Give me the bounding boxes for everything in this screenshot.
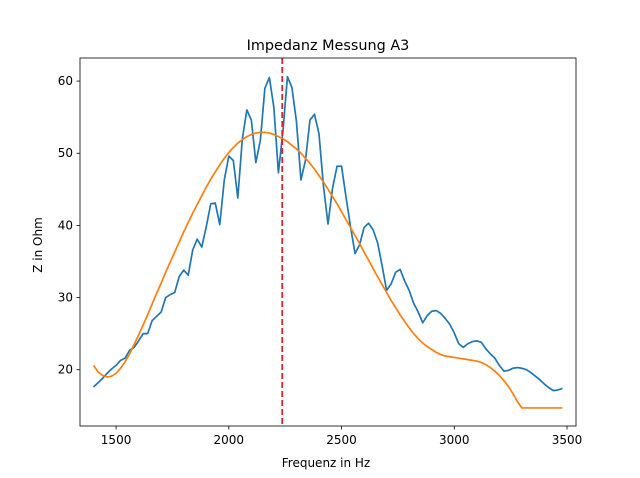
y-tick-label: 50 (58, 146, 73, 160)
x-axis-label: Frequenz in Hz (282, 456, 370, 470)
series-line-1 (92, 75, 563, 392)
y-axis-label: Z in Ohm (31, 217, 45, 273)
x-tick-label: 2000 (214, 433, 245, 447)
y-tick-label: 30 (58, 291, 73, 305)
plot-layer (92, 58, 563, 426)
chart-title: Impedanz Messung A3 (247, 38, 410, 54)
plot-frame (79, 57, 577, 427)
x-tick-label: 3000 (439, 433, 470, 447)
x-tick-label: 3500 (552, 433, 583, 447)
series-line-2 (92, 131, 563, 409)
y-tick-label: 60 (58, 74, 73, 88)
y-tick-label: 20 (58, 363, 73, 377)
tick-layer: 1500 2000 2500 3000 3500 20 30 40 50 60 (58, 74, 583, 447)
y-tick-label: 40 (58, 218, 73, 232)
x-tick-label: 1500 (101, 433, 132, 447)
x-tick-label: 2500 (326, 433, 357, 447)
